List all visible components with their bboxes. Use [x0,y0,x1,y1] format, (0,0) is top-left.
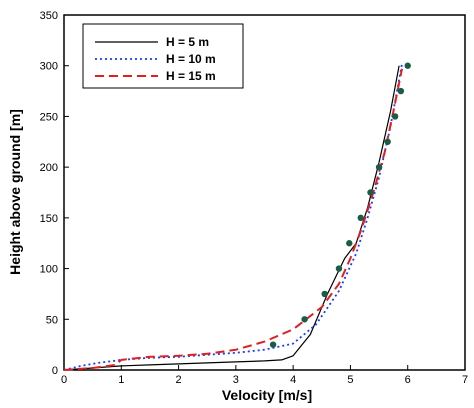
measured-data-point [321,290,328,298]
series-line-h-15-m [63,68,403,371]
y-axis-title: Height above ground [m] [7,109,23,275]
legend-label: H = 5 m [166,35,209,49]
y-tick-label: 50 [46,314,58,326]
measured-data-point [335,265,343,272]
measured-data-point [269,341,277,348]
measured-data-point [375,163,383,171]
measured-data-point [301,316,308,323]
y-tick-label: 0 [52,365,58,377]
measured-data-point [346,240,353,247]
series-line-h-10-m [63,63,403,371]
plot-frame [63,14,466,371]
tick-labels: 0 1 2 3 4 5 6 7 0 50 100 150 200 250 300 350 [40,10,468,386]
measured-data-point [384,138,391,145]
legend-box [82,23,244,89]
series-layer [63,62,411,371]
y-tick-label: 350 [40,10,58,22]
legend-label: H = 15 m [166,69,216,83]
x-tick-label: 6 [405,374,411,386]
plot-area [63,14,466,371]
legend: H = 5 m H = 10 m H = 15 m [82,23,244,89]
legend-label: H = 10 m [166,52,216,66]
y-tick-label: 250 [40,111,58,123]
measured-data-point [404,62,411,69]
measured-data-point [357,214,364,222]
measured-data-point [391,113,399,120]
measured-data-point [367,189,374,196]
x-tick-label: 1 [118,374,124,386]
x-tick-label: 2 [176,374,182,386]
series-line-h-5-m [63,65,400,371]
measured-data-point [397,87,405,95]
x-tick-label: 4 [290,374,296,386]
x-tick-label: 3 [233,374,239,386]
x-axis-title: Velocity [m/s] [222,387,312,403]
x-tick-label: 7 [462,374,468,386]
y-tick-label: 150 [40,213,58,225]
y-tick-label: 100 [40,264,58,276]
x-tick-label: 5 [347,374,353,386]
x-tick-label: 0 [61,374,67,386]
y-tick-label: 300 [40,61,58,73]
y-tick-label: 200 [40,162,58,174]
